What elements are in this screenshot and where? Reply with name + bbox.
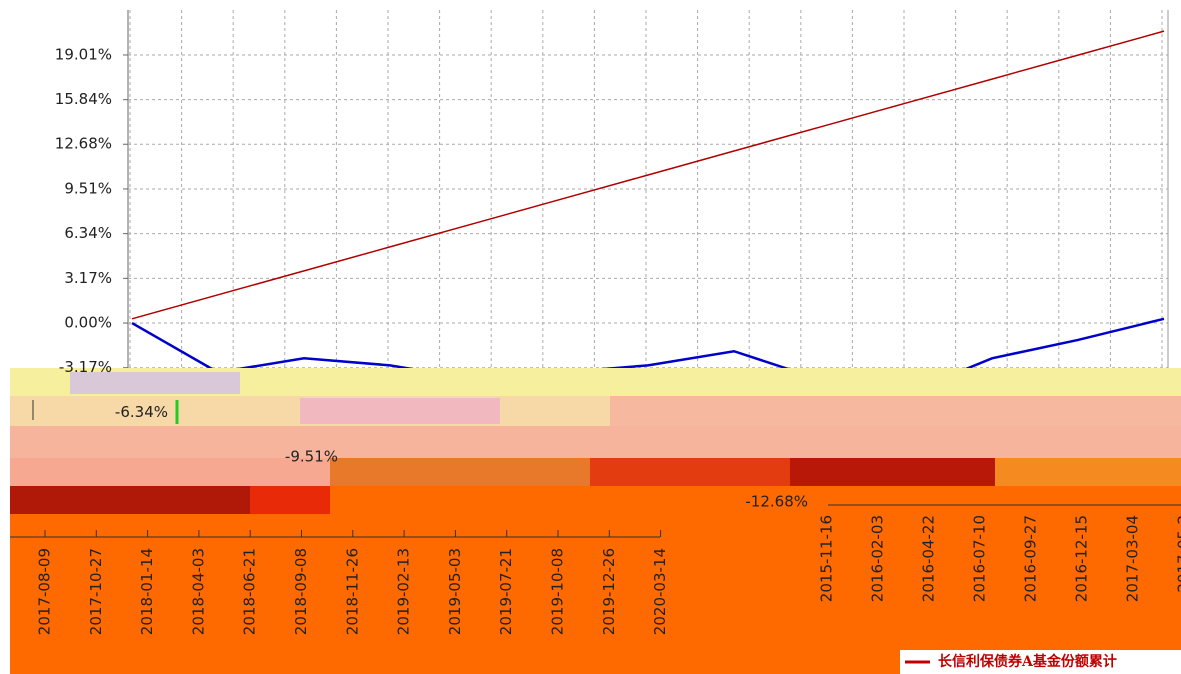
y-tick-label: -9.51% (285, 448, 338, 466)
x-tick-label: 2020-03-14 (651, 548, 669, 635)
x-tick-label: 2017-03-04 (1124, 515, 1142, 602)
chart: 19.01% 15.84% 12.68% 9.51% 6.34% 3.17% 0.00% -3… (0, 0, 1181, 674)
y-tick-label: 0.00% (64, 314, 112, 332)
x-tick-label: 2019-02-13 (395, 548, 413, 635)
glitch-overlay (10, 368, 1181, 674)
x-tick-label: 2019-12-26 (600, 548, 618, 635)
y-tick-label: 15.84% (55, 90, 112, 108)
glitch-band (10, 650, 900, 674)
x-tick-label: 2016-09-27 (1022, 515, 1040, 602)
y-tick-label: 9.51% (64, 179, 112, 197)
x-tick-label: 2018-04-03 (189, 548, 207, 635)
glitch-band (790, 458, 995, 486)
legend-label: 长信利保债券A基金份额累计 (938, 653, 1117, 670)
series-line (132, 31, 1164, 319)
glitch-band (995, 458, 1181, 486)
x-tick-label: 2017-10-27 (87, 548, 105, 635)
y-tick-label: 6.34% (64, 224, 112, 242)
x-tick-label: 2017-08-09 (36, 548, 54, 635)
x-tick-label: 2016-02-03 (869, 515, 887, 602)
y-tick-label: -3.17% (59, 358, 112, 376)
x-tick-label: 2018-01-14 (138, 548, 156, 635)
x-tick-label: 2017-05-2 (1175, 515, 1181, 593)
x-tick-label: 2016-07-10 (971, 515, 989, 602)
x-tick-label: 2018-11-26 (343, 548, 361, 635)
glitch-band (590, 458, 790, 486)
y-tick-label: 19.01% (55, 45, 112, 63)
y-tick-label: -6.34% (115, 403, 168, 421)
x-tick-label: 2019-05-03 (446, 548, 464, 635)
glitch-band (10, 486, 250, 514)
glitch-band (250, 486, 330, 514)
y-tick-label: -12.68% (745, 492, 808, 510)
x-tick-label: 2015-11-16 (818, 515, 836, 602)
glitch-band (10, 426, 1181, 458)
glitch-band (610, 396, 1181, 426)
glitch-band (10, 514, 1181, 650)
y-tick-label: 3.17% (64, 269, 112, 287)
x-tick-label: 2018-06-21 (241, 548, 259, 635)
glitch-band (330, 458, 590, 486)
x-tick-label: 2019-07-21 (497, 548, 515, 635)
y-tick-label: 12.68% (55, 135, 112, 153)
x-tick-label: 2016-04-22 (920, 515, 938, 602)
glitch-band (10, 458, 330, 486)
glitch-band (300, 398, 500, 424)
x-tick-label: 2018-09-08 (292, 548, 310, 635)
x-tick-label: 2019-10-08 (549, 548, 567, 635)
x-tick-label: 2016-12-15 (1073, 515, 1091, 602)
